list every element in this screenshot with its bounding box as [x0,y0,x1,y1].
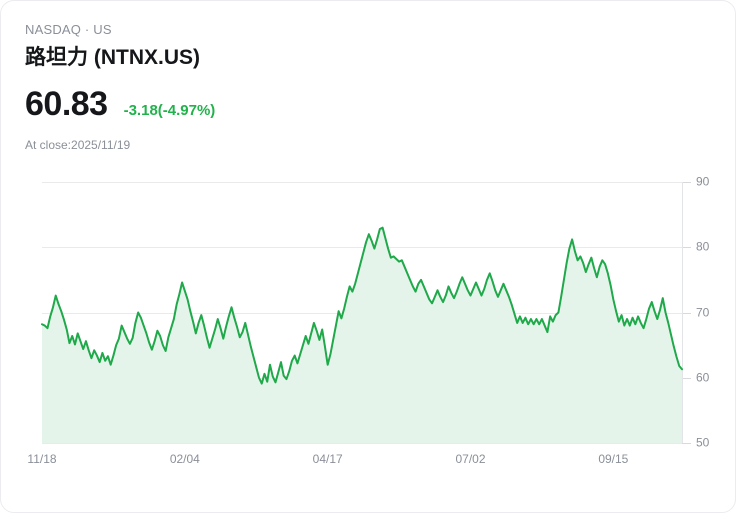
x-axis-tick-label: 11/18 [27,452,56,466]
y-axis-tick-label: 60 [696,371,710,385]
y-axis-labels: 50 60 70 80 90 [696,175,710,450]
area-fill-path [42,227,682,443]
last-price: 60.83 [25,85,108,123]
x-axis-labels: 11/18 02/04 04/17 07/02 09/15 [27,452,628,466]
x-axis-tick-label: 04/17 [313,452,343,466]
price-chart[interactable]: 50 60 70 80 90 11/18 02/04 04/17 07/02 09/15 [1,161,736,481]
price-chart-svg[interactable]: 50 60 70 80 90 11/18 02/04 04/17 07/02 09/15 [1,161,736,481]
quote-row: 60.83 -3.18(-4.97%) [25,85,215,123]
y-axis-tick-label: 80 [696,240,710,254]
area-fill [42,227,682,443]
price-line [41,226,683,385]
y-axis-tick-label: 90 [696,175,710,189]
quote-header: NASDAQ · US 路坦力 (NTNX.US) 60.83 -3.18(-4… [25,21,215,153]
y-axis-tick-label: 70 [696,306,710,320]
exchange-label: NASDAQ · US [25,22,112,37]
x-axis-tick-label: 02/04 [170,452,200,466]
at-close-timestamp: At close:2025/11/19 [25,138,131,152]
price-change: -3.18(-4.97%) [123,102,216,119]
y-axis-tick-label: 50 [696,436,710,450]
x-axis-tick-label: 09/15 [598,452,628,466]
price-line-path [41,226,683,385]
page-title: 路坦力 (NTNX.US) [25,46,200,69]
x-axis-tick-label: 07/02 [455,452,485,466]
